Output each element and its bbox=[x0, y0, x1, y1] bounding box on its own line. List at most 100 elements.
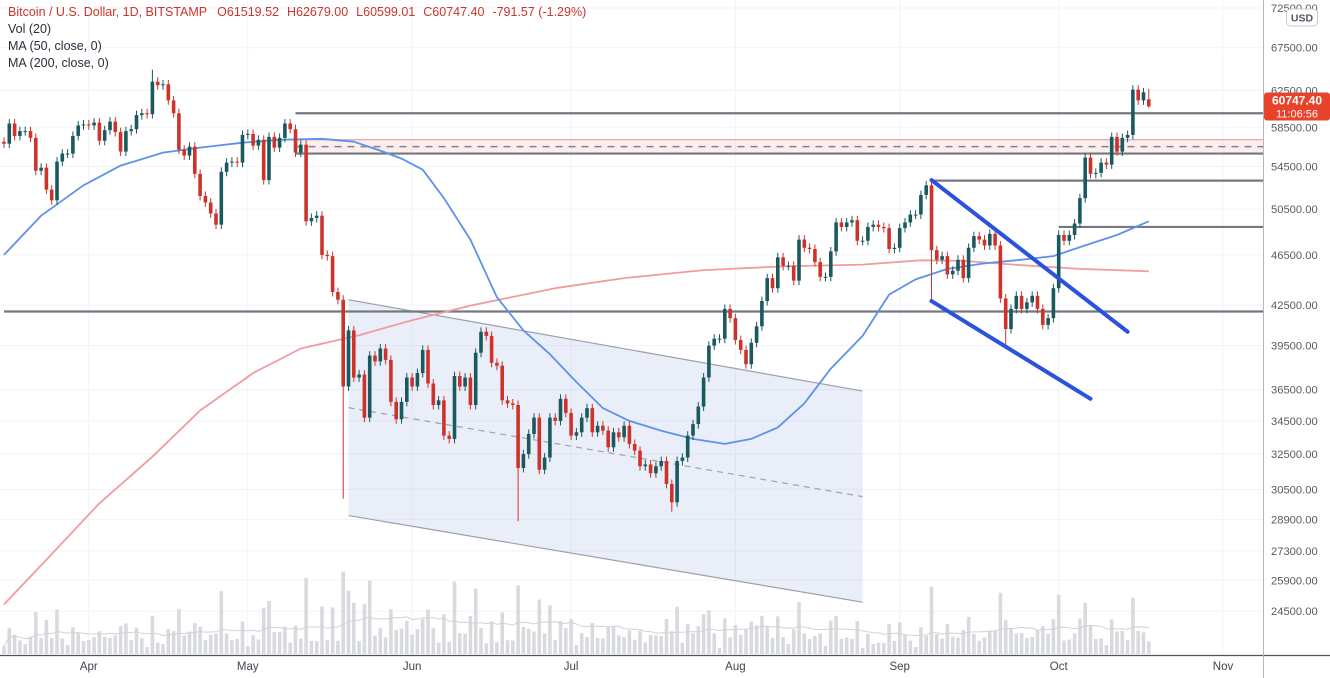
candle-body[interactable] bbox=[516, 405, 520, 468]
candle-body[interactable] bbox=[1019, 295, 1024, 309]
candle-body[interactable] bbox=[723, 308, 727, 339]
symbol-legend-row[interactable]: Bitcoin / U.S. Dollar, 1D, BITSTAMP O6151… bbox=[8, 4, 586, 21]
candle-body[interactable] bbox=[367, 355, 372, 418]
candle-body[interactable] bbox=[447, 435, 451, 439]
candle-body[interactable] bbox=[950, 270, 955, 275]
candle-body[interactable] bbox=[415, 373, 420, 387]
candle-body[interactable] bbox=[155, 81, 160, 86]
candle-body[interactable] bbox=[876, 224, 881, 227]
candle-body[interactable] bbox=[807, 247, 812, 249]
candle-body[interactable] bbox=[383, 348, 388, 360]
candle-body[interactable] bbox=[362, 374, 367, 418]
candle-body[interactable] bbox=[818, 262, 822, 277]
candle-body[interactable] bbox=[564, 398, 568, 413]
candle-body[interactable] bbox=[892, 247, 897, 249]
candle-body[interactable] bbox=[1051, 288, 1056, 319]
candle-body[interactable] bbox=[728, 308, 732, 319]
candle-body[interactable] bbox=[786, 265, 791, 267]
candle-body[interactable] bbox=[844, 222, 849, 227]
candle-body[interactable] bbox=[670, 483, 674, 503]
candle-body[interactable] bbox=[346, 330, 351, 387]
candle-body[interactable] bbox=[1094, 172, 1098, 174]
candle-body[interactable] bbox=[18, 131, 22, 136]
candle-body[interactable] bbox=[1056, 234, 1061, 289]
candle-body[interactable] bbox=[124, 131, 128, 152]
candle-body[interactable] bbox=[219, 171, 224, 225]
candle-body[interactable] bbox=[28, 131, 33, 138]
candle-body[interactable] bbox=[622, 425, 626, 438]
candle-body[interactable] bbox=[961, 259, 966, 279]
candle-body[interactable] bbox=[749, 342, 754, 365]
candle-body[interactable] bbox=[452, 376, 457, 439]
candle-body[interactable] bbox=[1131, 89, 1135, 135]
candle-body[interactable] bbox=[479, 331, 483, 353]
candle-body[interactable] bbox=[1115, 136, 1119, 152]
candle-body[interactable] bbox=[187, 146, 192, 156]
candle-body[interactable] bbox=[473, 352, 478, 406]
candle-body[interactable] bbox=[171, 100, 176, 114]
candle-body[interactable] bbox=[129, 129, 133, 132]
candle-body[interactable] bbox=[341, 299, 345, 387]
candle-body[interactable] bbox=[118, 132, 123, 152]
candle-body[interactable] bbox=[495, 362, 499, 366]
candle-body[interactable] bbox=[272, 136, 277, 148]
candle-body[interactable] bbox=[993, 233, 997, 246]
candle-body[interactable] bbox=[1003, 298, 1008, 330]
candle-body[interactable] bbox=[320, 215, 324, 255]
ma-50-line[interactable] bbox=[3, 137, 1150, 445]
candle-body[interactable] bbox=[420, 349, 425, 374]
candle-body[interactable] bbox=[1104, 162, 1109, 165]
channel-midline-dashed[interactable] bbox=[348, 407, 863, 498]
candle-body[interactable] bbox=[1025, 302, 1029, 309]
candle-body[interactable] bbox=[903, 222, 907, 229]
candle-body[interactable] bbox=[606, 430, 610, 448]
candle-body[interactable] bbox=[352, 330, 356, 378]
candle-body[interactable] bbox=[55, 161, 59, 201]
candle-body[interactable] bbox=[81, 124, 86, 126]
candle-body[interactable] bbox=[913, 214, 918, 216]
candle-body[interactable] bbox=[193, 146, 197, 174]
candle-body[interactable] bbox=[92, 122, 96, 126]
candle-body[interactable] bbox=[1035, 295, 1040, 309]
candle-body[interactable] bbox=[956, 259, 960, 271]
candle-body[interactable] bbox=[733, 318, 738, 341]
candle-body[interactable] bbox=[511, 403, 515, 406]
candlesticks[interactable] bbox=[2, 69, 1151, 522]
candle-body[interactable] bbox=[1009, 308, 1013, 330]
candle-body[interactable] bbox=[208, 202, 213, 214]
candle-body[interactable] bbox=[240, 134, 245, 163]
candle-body[interactable] bbox=[712, 338, 716, 346]
candle-body[interactable] bbox=[23, 131, 27, 133]
candle-body[interactable] bbox=[924, 185, 928, 195]
candle-body[interactable] bbox=[542, 457, 547, 470]
candle-body[interactable] bbox=[330, 256, 335, 293]
candle-body[interactable] bbox=[1041, 308, 1045, 325]
candle-body[interactable] bbox=[113, 121, 118, 133]
candle-body[interactable] bbox=[267, 136, 271, 181]
candle-body[interactable] bbox=[145, 113, 149, 115]
candle-body[interactable] bbox=[548, 417, 552, 458]
symbol-title[interactable]: Bitcoin / U.S. Dollar, 1D, BITSTAMP bbox=[8, 5, 208, 19]
candle-body[interactable] bbox=[908, 214, 913, 223]
candle-body[interactable] bbox=[71, 135, 75, 154]
candle-body[interactable] bbox=[781, 257, 785, 266]
candle-body[interactable] bbox=[632, 443, 637, 451]
trendlines[interactable] bbox=[929, 178, 1130, 401]
candle-body[interactable] bbox=[601, 425, 605, 431]
candle-body[interactable] bbox=[378, 348, 383, 362]
candle-body[interactable] bbox=[701, 377, 706, 407]
candle-body[interactable] bbox=[919, 194, 923, 215]
candle-body[interactable] bbox=[1014, 295, 1019, 309]
candle-body[interactable] bbox=[214, 213, 218, 225]
candle-body[interactable] bbox=[526, 433, 531, 455]
candle-body[interactable] bbox=[426, 349, 430, 384]
candle-body[interactable] bbox=[1072, 223, 1077, 235]
descending-channel[interactable] bbox=[348, 299, 863, 603]
candle-body[interactable] bbox=[897, 228, 902, 248]
candle-body[interactable] bbox=[150, 81, 155, 115]
candle-body[interactable] bbox=[357, 374, 361, 378]
candle-body[interactable] bbox=[659, 460, 663, 467]
candle-body[interactable] bbox=[468, 377, 473, 406]
candle-body[interactable] bbox=[1067, 234, 1072, 241]
